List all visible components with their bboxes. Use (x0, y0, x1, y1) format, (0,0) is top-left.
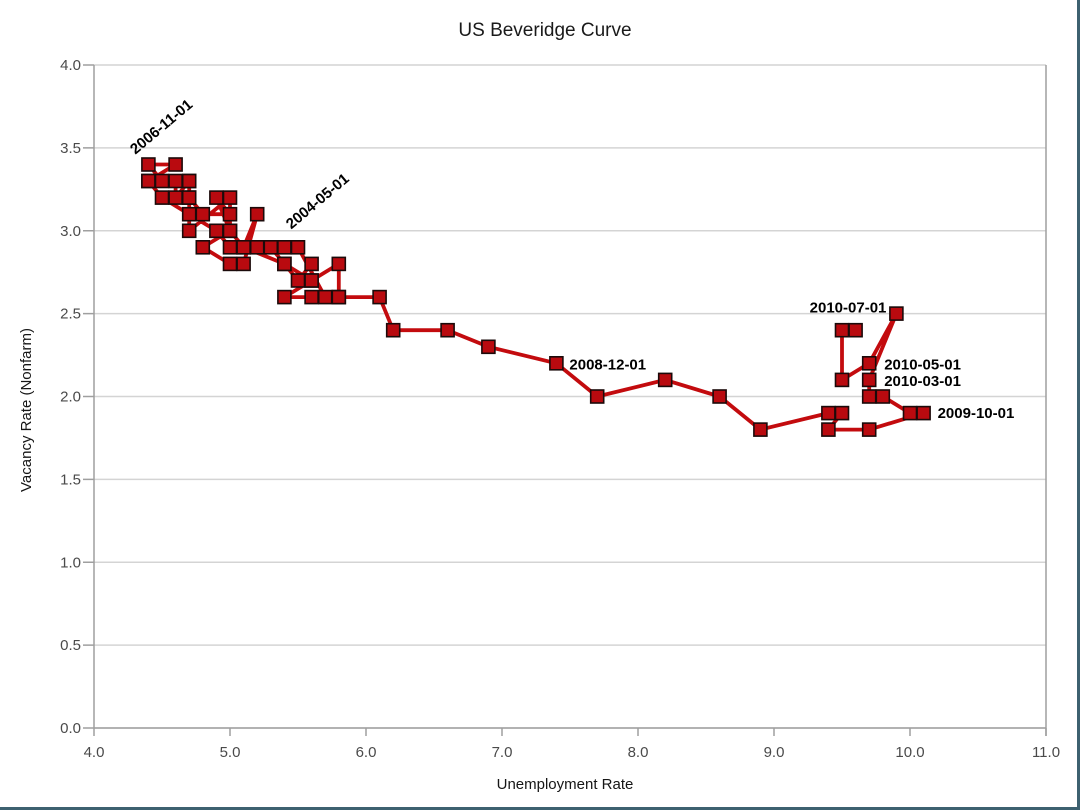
data-point-marker (834, 405, 850, 421)
data-point-marker (168, 190, 183, 205)
series-layer (141, 157, 931, 437)
chart-title: US Beveridge Curve (458, 20, 631, 41)
data-point-marker (181, 223, 197, 239)
data-point-marker (154, 173, 170, 189)
x-axis-title: Unemployment Rate (497, 776, 634, 793)
data-point-marker (277, 256, 292, 272)
annotation-label: 2009-10-01 (938, 405, 1015, 422)
data-point-marker (589, 389, 605, 404)
data-point-marker (861, 389, 877, 404)
axes-layer: 0.0 0.5 1.0 1.5 2.0 2.5 3.0 3.5 4.0 4.0 5.0 6.0 7.0 8… (60, 57, 1060, 761)
data-point-marker (263, 240, 279, 255)
data-point-marker (861, 422, 877, 437)
data-point-marker (916, 405, 931, 421)
data-point-marker (195, 206, 211, 222)
data-point-marker (290, 240, 306, 255)
data-point-marker (209, 223, 224, 239)
data-point-marker (181, 206, 197, 222)
data-point-marker (277, 240, 292, 255)
y-axis-tick-label: 2.0 (60, 389, 81, 406)
annotation-label: 2004-05-01 (283, 170, 353, 232)
y-axis-tick-label: 1.5 (60, 471, 81, 488)
data-point-marker (331, 289, 347, 305)
x-axis-tick-label: 11.0 (1032, 744, 1060, 761)
data-point-marker (209, 190, 224, 205)
data-point-marker (168, 173, 183, 189)
x-axis-tick-label: 4.0 (84, 744, 105, 761)
data-point-marker (861, 372, 877, 388)
data-point-marker (304, 256, 319, 272)
data-point-marker (222, 256, 238, 272)
data-point-marker (821, 422, 836, 437)
annotation-label: 2006-11-01 (127, 96, 196, 158)
y-axis-tick-label: 0.0 (60, 720, 81, 737)
data-point-marker (753, 422, 768, 437)
data-point-marker (154, 190, 170, 205)
data-point-marker (481, 339, 496, 355)
y-axis-tick-label: 0.5 (60, 637, 81, 654)
data-point-marker (902, 405, 918, 421)
beveridge-curve-line (146, 162, 926, 432)
data-point-marker (712, 389, 727, 404)
x-axis-tick-label: 5.0 (220, 744, 241, 761)
data-point-marker (440, 322, 455, 338)
data-point-marker (549, 355, 564, 371)
x-axis-tick-label: 9.0 (764, 744, 785, 761)
data-point-marker (277, 289, 292, 305)
y-axis-tick-label: 1.0 (60, 554, 81, 571)
data-point-marker (181, 190, 197, 205)
data-point-marker (834, 322, 850, 338)
data-point-marker (141, 173, 156, 189)
grid-layer (94, 64, 1046, 729)
data-point-marker (249, 240, 265, 255)
x-axis-tick-label: 8.0 (628, 744, 649, 761)
x-axis-tick-label: 10.0 (895, 744, 924, 761)
data-point-marker (875, 389, 891, 404)
data-point-marker (290, 273, 306, 288)
annotation-label: 2010-05-01 (884, 356, 961, 373)
data-point-marker (222, 223, 238, 239)
data-point-marker (861, 355, 877, 371)
data-point-marker (372, 289, 387, 305)
annotation-label: 2008-12-01 (569, 356, 646, 373)
data-point-marker (249, 206, 265, 222)
data-point-marker (236, 240, 251, 255)
annotation-label: 2010-07-01 (810, 300, 887, 317)
annotation-label: 2010-03-01 (884, 373, 961, 390)
y-axis-title: Vacancy Rate (Nonfarm) (18, 328, 35, 492)
data-point-marker (304, 289, 319, 305)
data-point-marker (385, 322, 401, 338)
data-point-marker (222, 190, 238, 205)
y-axis-tick-label: 3.5 (60, 140, 81, 157)
data-point-marker (304, 273, 319, 288)
data-point-marker (195, 240, 211, 255)
data-point-marker (889, 306, 904, 321)
data-point-marker (657, 372, 673, 388)
data-point-marker (331, 256, 347, 272)
data-point-marker (181, 173, 197, 189)
data-point-marker (848, 322, 863, 338)
x-axis-tick-label: 6.0 (356, 744, 377, 761)
data-point-marker (222, 206, 238, 222)
data-point-marker (236, 256, 251, 272)
y-axis-tick-label: 4.0 (60, 57, 81, 74)
data-point-marker (222, 240, 238, 255)
data-point-marker (141, 157, 156, 172)
data-point-marker (821, 405, 836, 421)
y-axis-tick-label: 2.5 (60, 306, 81, 323)
data-point-marker (168, 157, 183, 172)
x-axis-tick-label: 7.0 (492, 744, 513, 761)
y-axis-tick-label: 3.0 (60, 223, 81, 240)
data-point-marker (834, 372, 850, 388)
data-point-marker (317, 289, 333, 305)
annotations-layer: 2006-11-01 2004-05-01 2008-12-01 2010-07-01… (127, 96, 1014, 422)
